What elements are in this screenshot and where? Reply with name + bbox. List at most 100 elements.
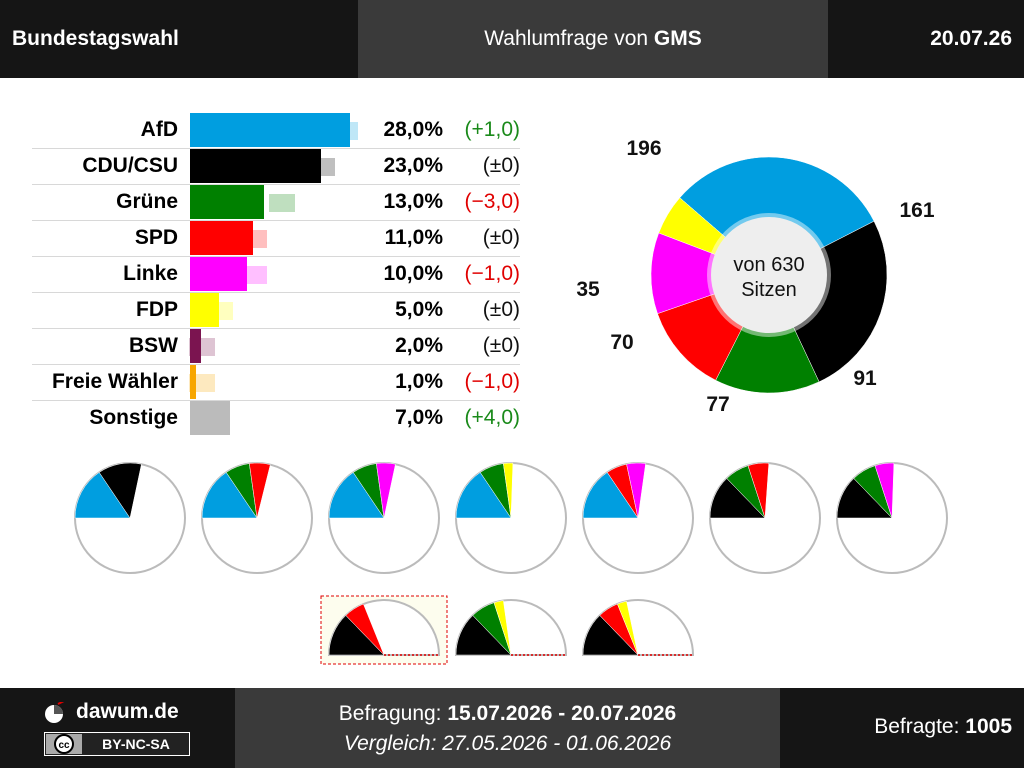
coalition-gauge-cdu-csu-gruene-spd — [709, 462, 821, 574]
gauge-slice-afd — [201, 472, 258, 519]
coalition-gauge-cdu-csu-spd-fdp — [581, 599, 695, 656]
value-label-gruene: 13,0% — [383, 190, 443, 213]
poll-date: 20.07.26 — [930, 27, 1012, 50]
row-divider — [32, 184, 520, 185]
bar-afd — [190, 113, 350, 147]
survey-range: 15.07.2026 - 20.07.2026 — [447, 702, 677, 725]
gauge-slice-spd — [249, 462, 271, 519]
footer-bar: dawum.de — [0, 688, 1024, 768]
diff-label-spd: (±0) — [482, 226, 520, 249]
row-divider — [32, 220, 520, 221]
bar-bsw — [190, 329, 202, 363]
row-divider — [32, 364, 520, 365]
party-label-freie-waehler: Freie Wähler — [51, 370, 178, 393]
diff-label-sonstige: (+4,0) — [464, 406, 520, 429]
diff-label-gruene: (−3,0) — [464, 190, 520, 213]
diff-label-linke: (−1,0) — [464, 262, 520, 285]
gauge-slice-fdp — [503, 462, 514, 519]
gauge-slice-afd — [74, 472, 131, 519]
compare-range: 27.05.2026 - 01.06.2026 — [442, 732, 672, 755]
seat-slice-afd — [679, 156, 875, 276]
poll-title-mid: von — [608, 27, 654, 50]
value-label-fdp: 5,0% — [395, 298, 443, 321]
bar-cdu-csu — [190, 149, 322, 183]
row-divider — [32, 148, 520, 149]
party-label-afd: AfD — [140, 118, 178, 141]
seat-label-fdp: 35 — [576, 278, 600, 301]
survey-label: Befragung: — [338, 702, 448, 725]
coalition-gauge-cdu-csu-gruene-linke — [836, 462, 948, 574]
seat-label-spd: 77 — [706, 393, 729, 416]
previous-bar-freie-waehler — [189, 374, 216, 392]
coalition-gauge-afd-cdu-csu — [74, 462, 186, 574]
donut-center-sublabel: Sitzen — [741, 279, 797, 301]
bar-gruene — [190, 185, 265, 219]
coalition-gauge-afd-gruene-linke — [328, 462, 440, 574]
gauge-slice-spd — [345, 603, 385, 656]
value-label-afd: 28,0% — [383, 118, 443, 141]
party-label-cdu-csu: CDU/CSU — [82, 154, 178, 177]
gauge-slice-linke — [874, 462, 895, 519]
value-label-linke: 10,0% — [383, 262, 443, 285]
diff-label-fdp: (±0) — [482, 298, 520, 321]
gauge-slice-linke — [626, 462, 646, 519]
gauge-slice-linke — [376, 462, 396, 519]
gauge-slice-fdp — [617, 600, 639, 656]
party-label-spd: SPD — [134, 226, 178, 249]
respondents-label: Befragte: — [874, 715, 966, 738]
value-label-spd: 11,0% — [384, 226, 443, 249]
coalition-gauge-afd-gruene-spd — [201, 462, 313, 574]
election-name: Bundestagswahl — [12, 27, 179, 50]
party-label-fdp: FDP — [136, 298, 178, 321]
bar-fdp — [190, 293, 219, 327]
cc-license-badge[interactable]: cc BY-NC-SA — [44, 732, 190, 756]
previous-bar-gruene — [269, 194, 296, 212]
dawum-logo-icon — [45, 702, 65, 723]
bar-linke — [190, 257, 247, 291]
value-label-bsw: 2,0% — [395, 334, 443, 357]
diff-label-cdu-csu: (±0) — [482, 154, 520, 177]
coalition-gauge-afd-spd-linke — [582, 462, 694, 574]
footer-survey-panel — [235, 688, 780, 768]
value-label-freie-waehler: 1,0% — [395, 370, 443, 393]
gauge-slice-afd — [328, 472, 385, 519]
seat-label-linke: 70 — [610, 331, 633, 354]
cc-icon — [54, 734, 74, 754]
diff-label-bsw: (±0) — [482, 334, 520, 357]
respondents-count: 1005 — [965, 715, 1012, 738]
row-divider — [32, 256, 520, 257]
bar-spd — [190, 221, 253, 255]
party-label-sonstige: Sonstige — [89, 406, 178, 429]
header-bar: Bundestagswahl Wahlumfrage von GMS 20.07… — [0, 0, 1024, 78]
gauge-slice-afd — [455, 472, 512, 519]
party-label-linke: Linke — [123, 262, 178, 285]
value-label-sonstige: 7,0% — [395, 406, 443, 429]
gauge-slice-afd — [582, 472, 639, 519]
previous-bar-linke — [240, 266, 267, 284]
survey-dates: Befragung: 15.07.2026 - 20.07.2026 Vergl… — [235, 699, 780, 759]
party-label-gruene: Grüne — [116, 190, 178, 213]
coalition-gauge-cdu-csu-spd — [320, 595, 448, 665]
brand-name[interactable]: dawum.de — [76, 700, 179, 723]
svg-text:cc: cc — [58, 740, 70, 751]
row-divider — [32, 400, 520, 401]
gauge-slice-spd — [747, 462, 770, 519]
seat-label-afd: 196 — [626, 137, 661, 160]
diff-label-freie-waehler: (−1,0) — [464, 370, 520, 393]
coalition-gauges — [74, 462, 948, 665]
coalition-gauge-afd-gruene-fdp — [455, 462, 567, 574]
donut-center-label: von 630 — [733, 254, 804, 276]
seat-label-gruene: 91 — [853, 367, 877, 390]
party-label-bsw: BSW — [129, 334, 178, 357]
gauge-slice-fdp — [493, 600, 512, 656]
coalition-gauge-cdu-csu-gruene-fdp — [454, 599, 568, 656]
value-label-cdu-csu: 23,0% — [383, 154, 443, 177]
seat-slice-gruene — [715, 274, 820, 394]
header-title-panel — [358, 0, 828, 78]
gauge-slice-cdu-csu — [98, 462, 142, 519]
bar-sonstige — [190, 401, 230, 435]
seat-label-cdu-csu: 161 — [899, 199, 934, 222]
license-label: BY-NC-SA — [102, 736, 170, 752]
seat-slice-linke — [650, 232, 770, 314]
poll-title: Wahlumfrage von GMS — [358, 27, 828, 51]
